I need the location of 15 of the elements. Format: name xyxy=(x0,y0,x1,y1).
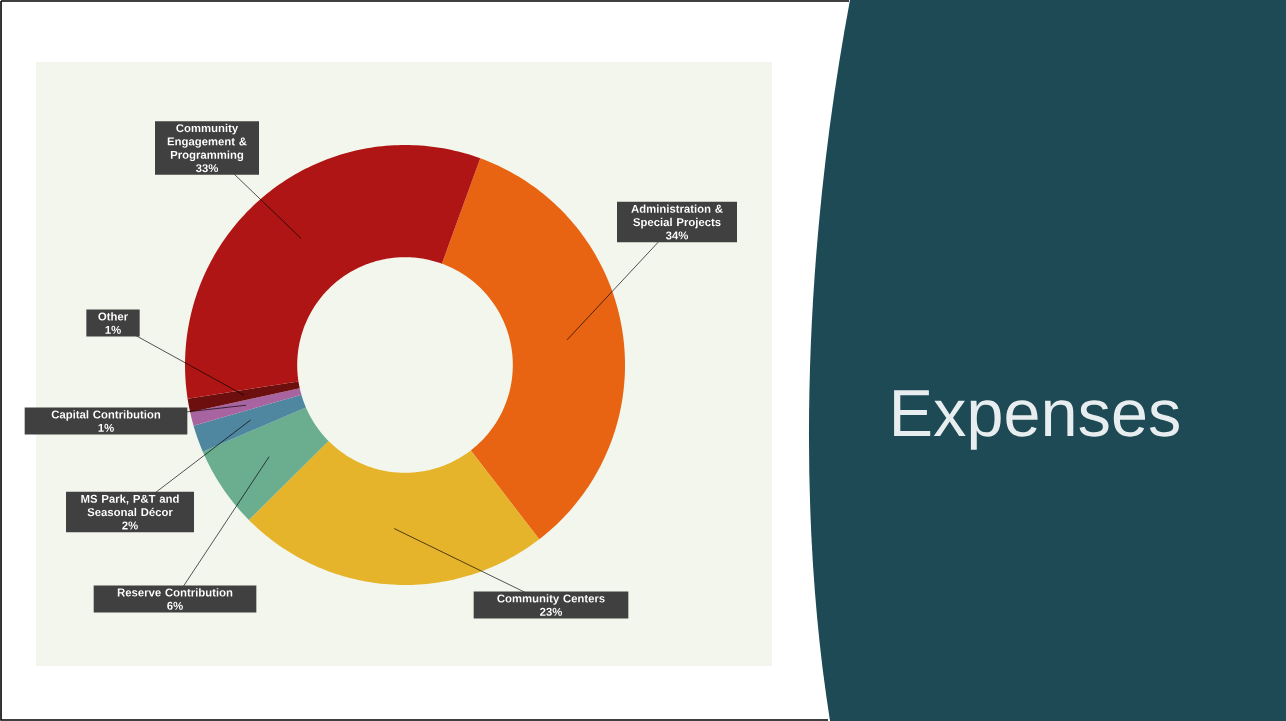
data-label: 34% xyxy=(665,231,689,240)
data-label: 33% xyxy=(195,164,219,173)
slice-label: Capital Contribution xyxy=(51,410,161,421)
slice-label: MS Park, P&T and Seasonal Décor xyxy=(81,494,179,517)
slice-label: Community Engagement & Programming xyxy=(167,123,247,162)
slice-label: Reserve Contribution xyxy=(117,588,233,597)
slice-label: Community Centers xyxy=(497,594,605,605)
data-label: 2% xyxy=(122,521,138,530)
slice-label: Administration & Special Projects xyxy=(631,204,723,229)
text: Expenses xyxy=(894,390,1179,450)
data-label: 1% xyxy=(98,423,114,432)
data-label: 1% xyxy=(105,325,121,334)
slice-label: Other xyxy=(98,312,128,321)
data-label: 23% xyxy=(540,607,563,616)
data-label: 6% xyxy=(167,601,183,610)
